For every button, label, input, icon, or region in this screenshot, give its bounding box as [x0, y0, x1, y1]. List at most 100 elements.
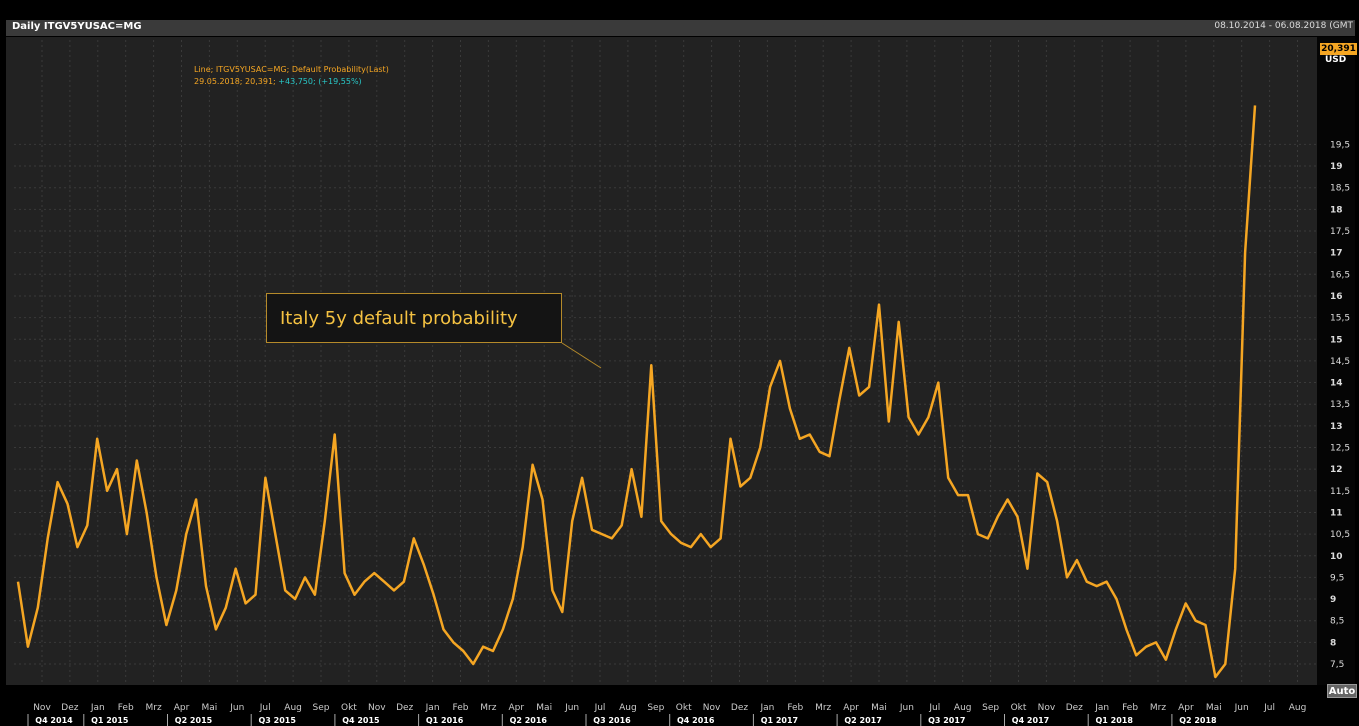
- x-tick-label: Jul: [259, 703, 271, 713]
- y-tick-label: 8: [1330, 638, 1336, 648]
- x-tick-label: Sep: [647, 703, 664, 713]
- x-quarter-label: Q4 2017: [1012, 716, 1049, 725]
- x-quarter-label: Q1 2015: [91, 716, 129, 725]
- legend-line-2: 29.05.2018; 20,391; +43,750; (+19,55%): [194, 76, 389, 88]
- chart-title: Daily ITGV5YUSAC=MG: [12, 21, 142, 32]
- x-tick-label: Mai: [536, 703, 552, 713]
- x-tick-label: Jul: [1263, 703, 1275, 713]
- x-tick-label: Apr: [174, 703, 190, 713]
- series-line-default-probability: [16, 105, 1257, 679]
- x-tick-label: Sep: [982, 703, 999, 713]
- x-tick-label: Dez: [396, 703, 413, 713]
- x-tick-label: Jun: [899, 703, 914, 713]
- x-quarter-label: Q1 2016: [426, 716, 464, 725]
- y-tick-label: 11: [1330, 508, 1343, 518]
- y-tick-label: 13: [1330, 422, 1343, 432]
- y-tick-label: 19: [1330, 162, 1343, 172]
- annotation-leader: [561, 342, 602, 369]
- x-tick-label: Sep: [313, 703, 330, 713]
- x-tick-label: Feb: [453, 703, 469, 713]
- x-quarter-label: Q3 2017: [928, 716, 965, 725]
- x-quarter-label: Q1 2018: [1095, 716, 1133, 725]
- y-tick-label: 14: [1330, 379, 1343, 389]
- y-tick-label: 11,5: [1330, 487, 1350, 497]
- x-tick-label: Mai: [871, 703, 887, 713]
- legend: Line; ITGV5YUSAC=MG; Default Probability…: [194, 64, 389, 88]
- y-axis-panel: [1317, 37, 1355, 685]
- x-tick-label: Jan: [90, 703, 105, 713]
- y-tick-label: 10,5: [1330, 530, 1350, 540]
- x-quarter-label: Q4 2015: [342, 716, 380, 725]
- x-quarter-label: Q3 2015: [258, 716, 296, 725]
- x-quarter-label: Q3 2016: [593, 716, 631, 725]
- y-tick-label: 12,5: [1330, 444, 1350, 454]
- x-tick-label: Jun: [229, 703, 244, 713]
- last-value-badge: 20,391: [1320, 43, 1357, 55]
- x-tick-label: Jan: [425, 703, 440, 713]
- title-bar: Daily ITGV5YUSAC=MG 08.10.2014 - 06.08.2…: [6, 20, 1355, 36]
- x-quarter-label: Q4 2014: [35, 716, 73, 725]
- y-tick-label: 16,5: [1330, 270, 1350, 280]
- x-quarter-label: Q4 2016: [677, 716, 715, 725]
- x-quarter-label: Q1 2017: [761, 716, 798, 725]
- x-quarter-label: Q2 2015: [175, 716, 213, 725]
- legend-last-value: 29.05.2018; 20,391;: [194, 77, 279, 86]
- x-tick-label: Mai: [1206, 703, 1222, 713]
- x-tick-label: Nov: [368, 703, 386, 713]
- y-tick-label: 17: [1330, 249, 1343, 259]
- x-axis-panel: [6, 685, 1355, 726]
- annotation-box: Italy 5y default probability: [266, 293, 562, 343]
- x-tick-label: Feb: [1122, 703, 1138, 713]
- legend-change: +43,750; (+19,55%): [278, 77, 362, 86]
- x-quarter-label: Q2 2018: [1179, 716, 1217, 725]
- y-tick-label: 9,5: [1330, 573, 1344, 583]
- y-tick-label: 7,5: [1330, 660, 1344, 670]
- x-quarter-label: Q2 2016: [510, 716, 548, 725]
- x-tick-label: Mrz: [1150, 703, 1166, 713]
- y-tick-label: 15: [1330, 335, 1343, 345]
- x-tick-label: Apr: [509, 703, 525, 713]
- x-tick-label: Aug: [1289, 703, 1307, 713]
- x-tick-label: Mrz: [145, 703, 161, 713]
- x-tick-label: Aug: [954, 703, 972, 713]
- x-quarter-label: Q2 2017: [844, 716, 881, 725]
- x-tick-label: Dez: [731, 703, 748, 713]
- y-tick-label: 10: [1330, 552, 1343, 562]
- y-tick-label: 13,5: [1330, 400, 1350, 410]
- x-tick-label: Mrz: [480, 703, 496, 713]
- auto-scale-button[interactable]: Auto: [1327, 684, 1357, 698]
- x-tick-label: Mai: [202, 703, 218, 713]
- x-tick-label: Aug: [619, 703, 637, 713]
- x-tick-label: Nov: [1038, 703, 1056, 713]
- y-tick-label: 9: [1330, 595, 1336, 605]
- x-tick-label: Apr: [843, 703, 859, 713]
- legend-line-1: Line; ITGV5YUSAC=MG; Default Probability…: [194, 65, 389, 74]
- y-tick-label: 18,5: [1330, 184, 1350, 194]
- y-tick-label: 17,5: [1330, 227, 1350, 237]
- y-tick-label: 14,5: [1330, 357, 1350, 367]
- y-tick-label: 16: [1330, 292, 1343, 302]
- x-tick-label: Jan: [1094, 703, 1109, 713]
- x-tick-label: Feb: [787, 703, 803, 713]
- x-tick-label: Dez: [61, 703, 78, 713]
- x-tick-label: Aug: [284, 703, 302, 713]
- y-tick-label: 15,5: [1330, 314, 1350, 324]
- x-tick-label: Mrz: [815, 703, 831, 713]
- x-tick-label: Apr: [1178, 703, 1194, 713]
- x-tick-label: Nov: [703, 703, 721, 713]
- x-tick-label: Jun: [564, 703, 579, 713]
- y-tick-label: 8,5: [1330, 617, 1344, 627]
- unit-label: USD: [1325, 55, 1347, 65]
- x-tick-label: Okt: [676, 703, 692, 713]
- x-tick-label: Jul: [928, 703, 940, 713]
- y-tick-label: 18: [1330, 205, 1343, 215]
- x-tick-label: Okt: [341, 703, 357, 713]
- x-tick-label: Nov: [33, 703, 51, 713]
- y-tick-label: 19,5: [1330, 140, 1350, 150]
- y-tick-label: 12: [1330, 465, 1343, 475]
- x-tick-label: Feb: [118, 703, 134, 713]
- date-range: 08.10.2014 - 06.08.2018 (GMT: [1214, 21, 1353, 31]
- x-tick-label: Dez: [1066, 703, 1083, 713]
- x-tick-label: Jan: [759, 703, 774, 713]
